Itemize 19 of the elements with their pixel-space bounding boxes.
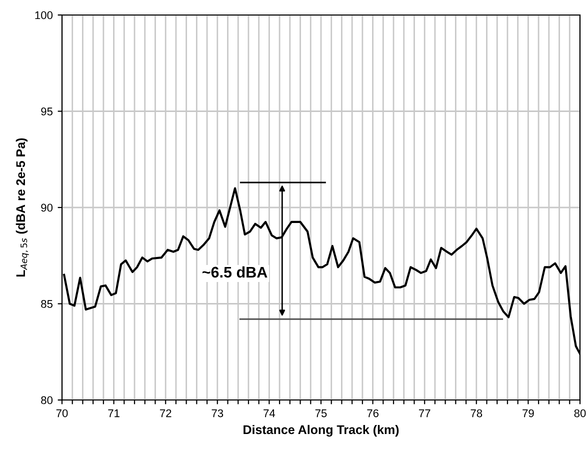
x-tick-label: 70 [56,409,68,418]
x-tick-label: 80 [574,409,586,418]
x-tick-label: 78 [470,409,482,418]
y-tick-label: 90 [41,204,53,212]
x-tick-label: 79 [522,409,534,418]
x-tick-label: 77 [418,409,430,418]
annotation: ~6.5 dBA [202,266,268,278]
y-tick-label: 100 [35,11,53,20]
x-tick-label: 73 [212,409,224,418]
x-tick-label: 74 [264,409,276,418]
x-tick-label: 72 [160,409,172,418]
x-tick-label: 76 [367,409,378,418]
x-axis-title: Distance Along Track (km) [244,424,399,437]
y-tick-label: 85 [41,300,53,308]
x-tick-label: 71 [108,409,120,418]
y-axis-title: L$_{Aeq,5s}$ (dBA re 2e-5 Pa) [16,138,29,277]
x-tick-label: 75 [315,409,327,418]
y-tick-label: 80 [41,396,53,404]
y-tick-label: 95 [41,108,53,116]
